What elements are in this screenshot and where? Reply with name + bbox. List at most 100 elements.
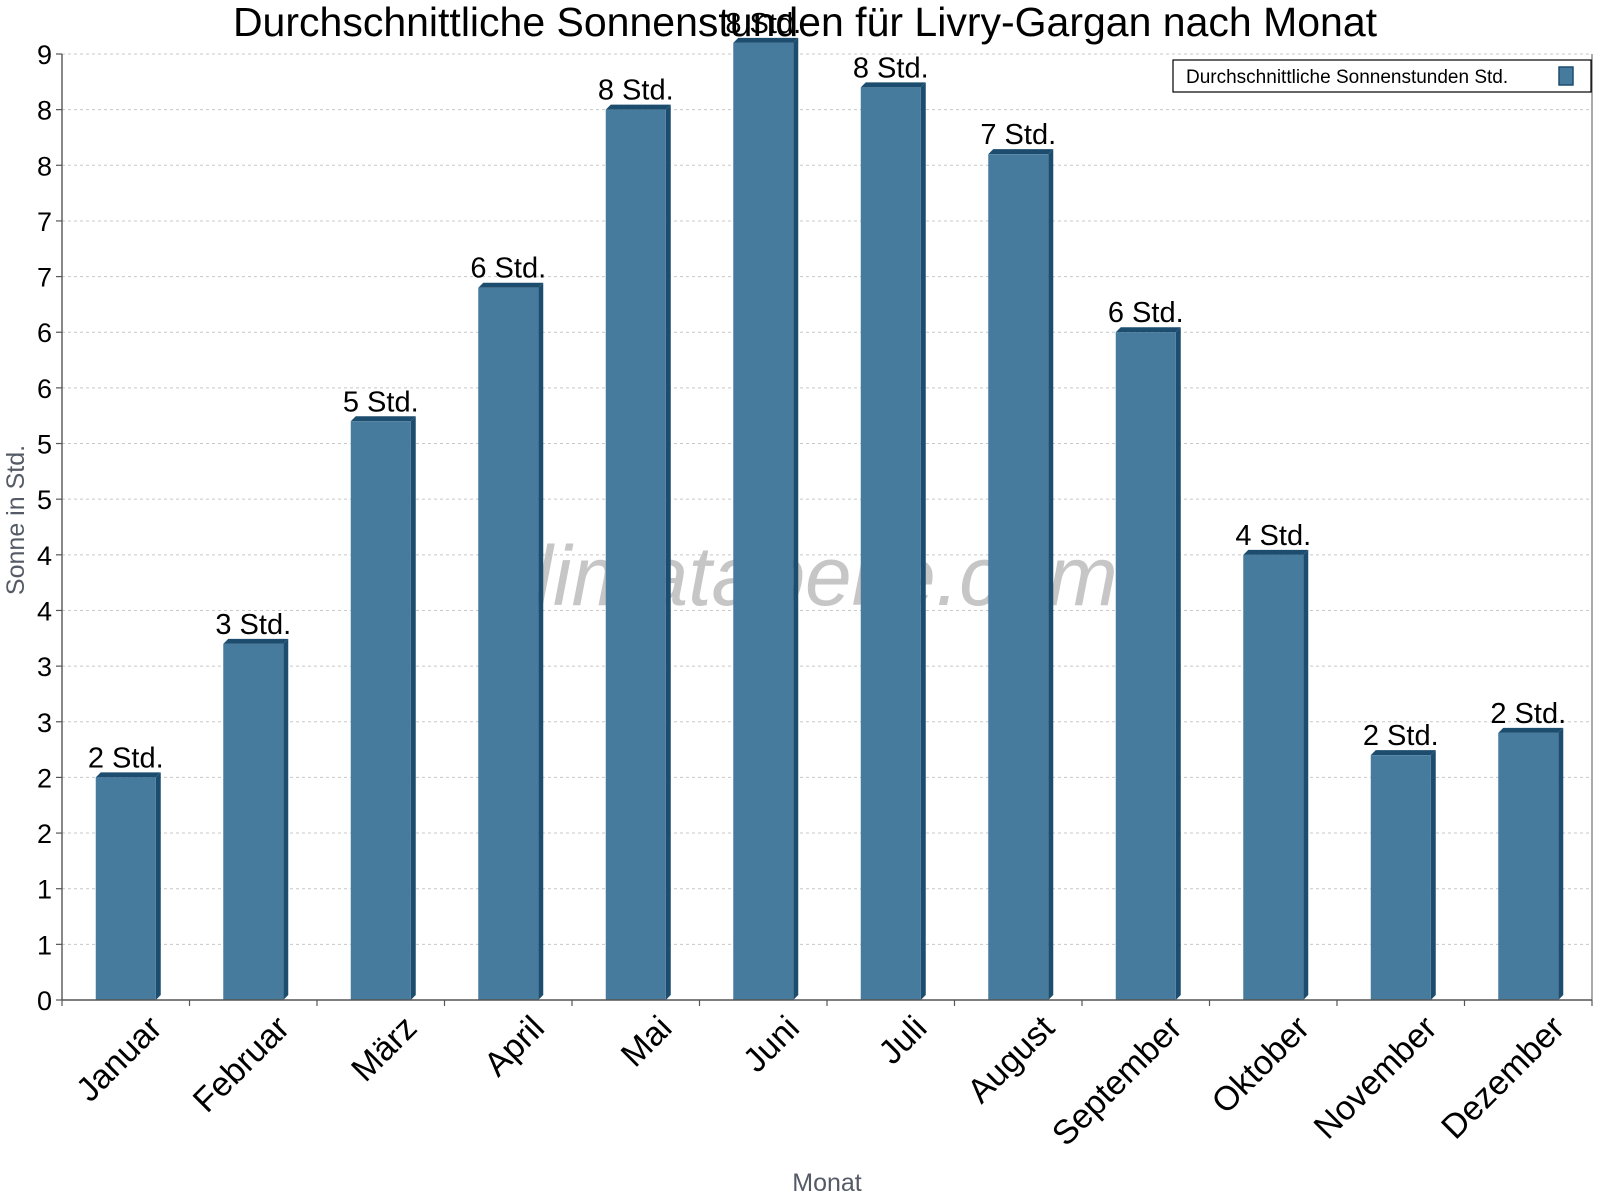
bar-top bbox=[733, 37, 799, 43]
x-tick-label: Dezember bbox=[1434, 1009, 1572, 1147]
bar-top bbox=[1498, 727, 1564, 733]
x-tick-label: August bbox=[960, 1008, 1062, 1110]
y-tick-label: 6 bbox=[37, 374, 52, 404]
bar-value-label: 3 Std. bbox=[215, 609, 291, 641]
chart-title: Durchschnittliche Sonnenstunden für Livr… bbox=[233, 0, 1378, 45]
y-tick-label: 8 bbox=[37, 151, 52, 181]
bar-front bbox=[605, 109, 666, 1001]
bar-front bbox=[1498, 732, 1559, 1000]
bar bbox=[860, 82, 926, 1000]
bar-front bbox=[988, 154, 1049, 1001]
bar-side bbox=[1048, 149, 1054, 1001]
bar-value-label: 2 Std. bbox=[88, 742, 164, 774]
y-tick-label: 7 bbox=[37, 263, 52, 293]
y-tick-label: 5 bbox=[37, 485, 52, 515]
x-tick-label: Juni bbox=[736, 1009, 807, 1080]
bar-top bbox=[988, 149, 1054, 155]
x-tick-label: April bbox=[477, 1009, 552, 1084]
bar-value-label: 2 Std. bbox=[1490, 698, 1566, 730]
bar bbox=[1498, 727, 1564, 1000]
bar-side bbox=[920, 82, 926, 1000]
bar-side bbox=[410, 416, 416, 1000]
bar-front bbox=[95, 777, 156, 1000]
bar-front bbox=[1115, 332, 1176, 1000]
bar bbox=[1370, 750, 1436, 1000]
bar-top bbox=[95, 772, 161, 778]
x-tick-label: Oktober bbox=[1205, 1009, 1317, 1121]
bar bbox=[733, 37, 799, 1000]
bar-side bbox=[793, 37, 799, 1000]
y-tick-label: 3 bbox=[37, 652, 52, 682]
bar-side bbox=[155, 772, 161, 1000]
bar-front bbox=[860, 87, 921, 1000]
y-tick-label: 6 bbox=[37, 318, 52, 348]
bar-front bbox=[350, 421, 411, 1000]
bar bbox=[350, 416, 416, 1000]
y-tick-label: 9 bbox=[37, 40, 52, 70]
y-tick-label: 8 bbox=[37, 96, 52, 126]
bar-value-label: 5 Std. bbox=[343, 386, 419, 418]
bar-value-label: 4 Std. bbox=[1235, 520, 1311, 552]
legend-box bbox=[1172, 59, 1592, 93]
y-tick-label: 5 bbox=[37, 430, 52, 460]
bar-value-label: 8 Std. bbox=[598, 75, 674, 107]
legend: Durchschnittliche Sonnenstunden Std. bbox=[1172, 59, 1592, 93]
x-tick-label: März bbox=[344, 1009, 424, 1089]
bar-side bbox=[1175, 327, 1181, 1000]
bar-value-label: 7 Std. bbox=[980, 119, 1056, 151]
bar-value-label: 6 Std. bbox=[1108, 297, 1184, 329]
y-tick-label: 1 bbox=[37, 875, 52, 905]
bar bbox=[605, 104, 671, 1001]
y-tick-label: 7 bbox=[37, 207, 52, 237]
bar-value-label: 2 Std. bbox=[1363, 720, 1439, 752]
bar-side bbox=[1558, 727, 1564, 1000]
bar-top bbox=[1115, 327, 1181, 333]
y-tick-label: 2 bbox=[37, 819, 52, 849]
value-labels: 2 Std. 3 Std. 5 Std. 6 Std. 8 Std. 8 Std. 8 St… bbox=[88, 8, 1566, 775]
bar-side bbox=[283, 638, 289, 1000]
axes bbox=[56, 53, 1593, 1006]
bar bbox=[988, 149, 1054, 1001]
bar-side bbox=[1430, 750, 1436, 1000]
bar-front bbox=[478, 287, 539, 1000]
bar bbox=[1115, 327, 1181, 1000]
bar-value-label: 6 Std. bbox=[470, 253, 546, 285]
x-axis-label: Monat bbox=[792, 1169, 862, 1197]
y-tick-label: 0 bbox=[37, 986, 52, 1016]
legend-swatch bbox=[1558, 66, 1574, 86]
bar-top bbox=[605, 104, 671, 110]
bar-top bbox=[1370, 750, 1436, 756]
bar-side bbox=[538, 282, 544, 1000]
y-tick-labels: 0 1 1 2 2 3 3 4 4 5 5 6 6 7 7 8 8 9 bbox=[37, 40, 52, 1016]
bar-side bbox=[1303, 549, 1309, 1000]
bar-front bbox=[733, 42, 794, 1000]
bar-front bbox=[1370, 755, 1431, 1000]
legend-series-label: Durchschnittliche Sonnenstunden Std. bbox=[1186, 67, 1508, 88]
x-tick-label: September bbox=[1045, 1009, 1189, 1153]
bar bbox=[95, 772, 161, 1000]
x-tick-label: Februar bbox=[186, 1009, 297, 1120]
bar-value-label: 8 Std. bbox=[853, 52, 929, 84]
bar-value-label: 8 Std. bbox=[725, 8, 801, 40]
x-tick-labels: Januar Februar März April Mai Juni Juli AugustS… bbox=[69, 1008, 1572, 1153]
bar-front bbox=[1243, 554, 1304, 1000]
bar-front bbox=[223, 643, 284, 1000]
bar bbox=[1243, 549, 1309, 1000]
bar-top bbox=[860, 82, 926, 88]
x-tick-label: Januar bbox=[69, 1009, 169, 1109]
bars bbox=[95, 37, 1564, 1001]
bar bbox=[223, 638, 289, 1000]
bar-side bbox=[665, 104, 671, 1001]
bar-top bbox=[478, 282, 544, 288]
x-tick-label: November bbox=[1307, 1009, 1445, 1147]
bar bbox=[478, 282, 544, 1000]
x-tick-label: Mai bbox=[614, 1009, 680, 1075]
bar-top bbox=[223, 638, 289, 644]
y-tick-label: 4 bbox=[37, 541, 52, 571]
y-tick-label: 1 bbox=[37, 930, 52, 960]
y-tick-label: 2 bbox=[37, 763, 52, 793]
gridlines bbox=[62, 53, 1592, 945]
bar-top bbox=[1243, 549, 1309, 555]
y-axis-label: Sonne in Std. bbox=[2, 445, 30, 595]
